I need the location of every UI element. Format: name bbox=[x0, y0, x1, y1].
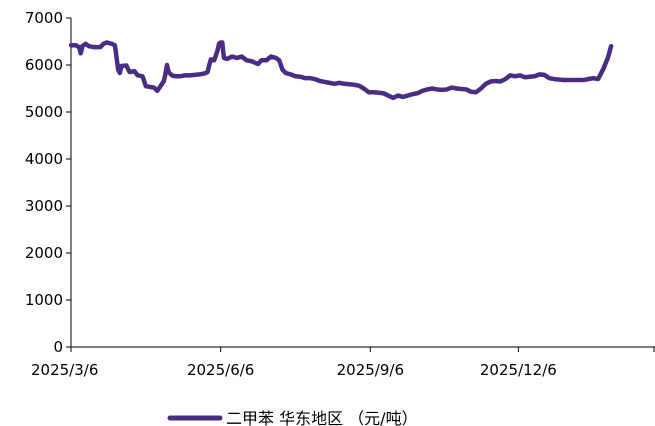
y-tick-label: 2000 bbox=[25, 244, 63, 262]
y-tick-label: 1000 bbox=[25, 291, 63, 309]
y-tick-label: 7000 bbox=[25, 9, 63, 27]
series-layer bbox=[68, 40, 614, 101]
x-tick-label: 2025/3/6 bbox=[31, 361, 98, 379]
y-tick-label: 4000 bbox=[25, 150, 63, 168]
x-axis: 2025/3/6 2025/6/6 2025/9/6 2025/12/6 bbox=[31, 346, 655, 379]
series-line-0 bbox=[68, 40, 614, 101]
y-tick-label: 5000 bbox=[25, 103, 63, 121]
x-tick-label: 2025/6/6 bbox=[187, 361, 254, 379]
x-tick-label: 2025/9/6 bbox=[337, 361, 404, 379]
y-tick-label: 3000 bbox=[25, 197, 63, 215]
legend: 二甲苯 华东地区 （元/吨） bbox=[167, 409, 418, 426]
legend-label: 二甲苯 华东地区 （元/吨） bbox=[226, 409, 418, 426]
x-tick-label: 2025/12/6 bbox=[480, 361, 557, 379]
y-axis: 0 1000 2000 3000 4000 5000 6000 7000 bbox=[25, 9, 72, 356]
y-tick-label: 0 bbox=[53, 338, 63, 356]
y-tick-label: 6000 bbox=[25, 56, 63, 74]
